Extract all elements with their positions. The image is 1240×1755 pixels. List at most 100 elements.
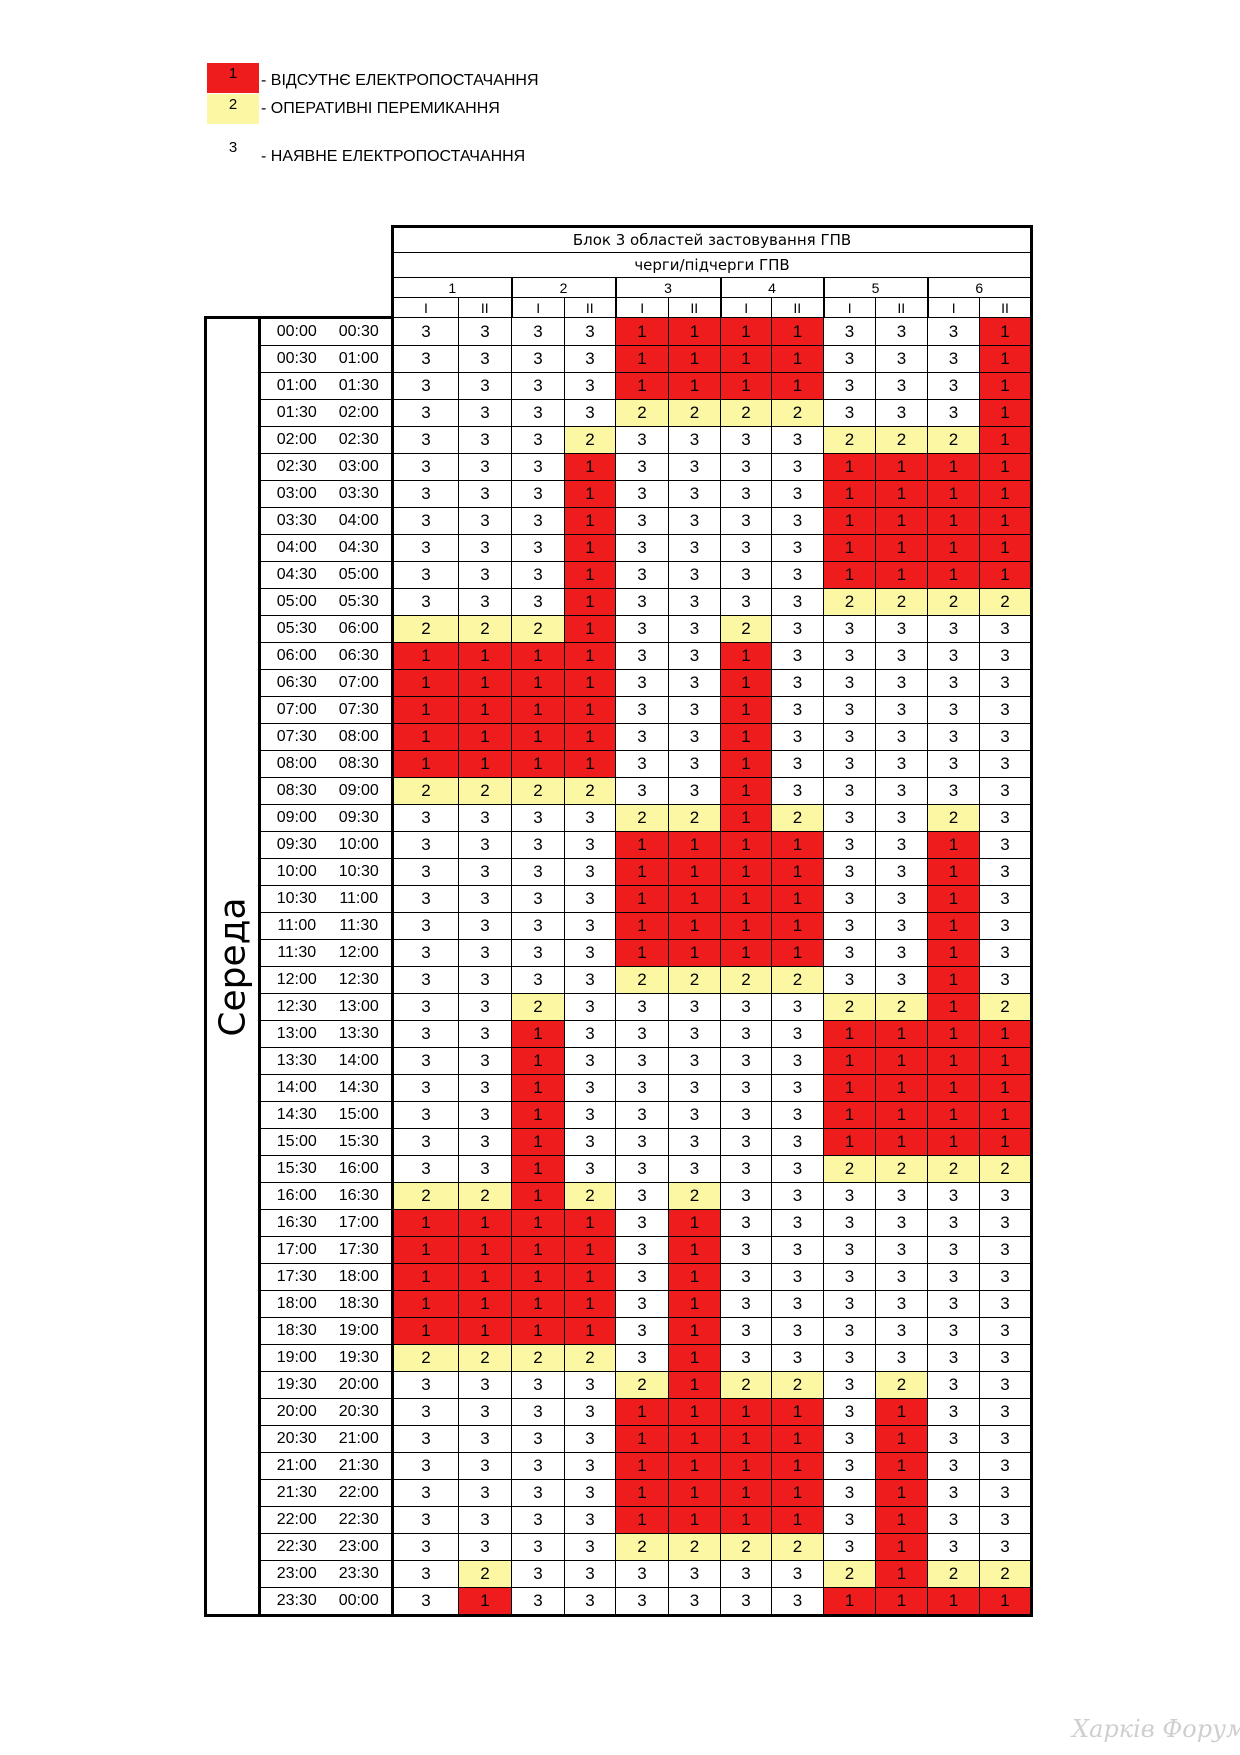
schedule-cell: 1 (720, 1452, 772, 1480)
schedule-cell: 1 (668, 1209, 721, 1237)
schedule-cell: 2 (823, 1560, 876, 1588)
schedule-cell: 3 (391, 1398, 459, 1426)
schedule-cell: 3 (927, 1479, 980, 1507)
subqueue-header-3-ii: II (668, 297, 721, 318)
time-start: 17:30 (259, 1263, 325, 1291)
time-end: 19:00 (324, 1317, 393, 1345)
schedule-cell: 3 (615, 615, 669, 643)
time-start: 21:00 (259, 1452, 325, 1480)
schedule-cell: 3 (875, 885, 928, 913)
schedule-cell: 1 (720, 912, 772, 940)
time-end: 21:00 (324, 1425, 393, 1453)
schedule-cell: 3 (720, 993, 772, 1021)
schedule-cell: 3 (458, 317, 512, 346)
schedule-cell: 3 (823, 858, 876, 886)
schedule-cell: 3 (511, 1371, 565, 1399)
schedule-cell: 1 (979, 426, 1033, 454)
schedule-cell: 1 (927, 1101, 980, 1129)
schedule-cell: 2 (511, 1344, 565, 1372)
schedule-cell: 3 (511, 317, 565, 346)
schedule-cell: 3 (391, 1155, 459, 1183)
schedule-cell: 1 (564, 723, 616, 751)
schedule-cell: 1 (511, 750, 565, 778)
schedule-cell: 3 (511, 1425, 565, 1453)
schedule-cell: 2 (927, 1155, 980, 1183)
schedule-cell: 3 (875, 1317, 928, 1345)
schedule-cell: 2 (564, 1344, 616, 1372)
table-subtitle: черги/підчерги ГПВ (391, 252, 1033, 278)
schedule-cell: 1 (927, 1587, 980, 1617)
schedule-cell: 3 (458, 1533, 512, 1561)
outage-schedule-table: Блок 3 областей застовування ГПВ черги/п… (204, 225, 1033, 1617)
schedule-cell: 3 (720, 1074, 772, 1102)
schedule-cell: 3 (668, 669, 721, 697)
schedule-cell: 3 (564, 1452, 616, 1480)
schedule-cell: 3 (458, 345, 512, 373)
schedule-cell: 3 (458, 426, 512, 454)
schedule-cell: 3 (823, 1425, 876, 1453)
time-end: 17:00 (324, 1209, 393, 1237)
schedule-cell: 3 (458, 1155, 512, 1183)
schedule-cell: 3 (823, 1506, 876, 1534)
schedule-cell: 1 (511, 1020, 565, 1048)
schedule-cell: 3 (615, 1155, 669, 1183)
time-start: 19:00 (259, 1344, 325, 1372)
schedule-cell: 3 (668, 1020, 721, 1048)
schedule-cell: 1 (511, 1290, 565, 1318)
schedule-cell: 1 (823, 1587, 876, 1617)
time-end: 18:30 (324, 1290, 393, 1318)
table-row: 06:00 06:30 1 1 1 1 3 3 1 3 3 3 3 3 (206, 642, 1033, 670)
schedule-cell: 3 (668, 1074, 721, 1102)
table-row: 03:00 03:30 3 3 3 1 3 3 3 3 1 1 1 1 (206, 480, 1033, 508)
schedule-cell: 3 (391, 345, 459, 373)
schedule-cell: 1 (875, 1074, 928, 1102)
time-end: 22:00 (324, 1479, 393, 1507)
schedule-cell: 3 (511, 588, 565, 616)
time-end: 18:00 (324, 1263, 393, 1291)
table-row: 17:30 18:00 1 1 1 1 3 1 3 3 3 3 3 3 (206, 1263, 1033, 1291)
schedule-cell: 2 (458, 615, 512, 643)
schedule-cell: 3 (720, 1020, 772, 1048)
schedule-cell: 3 (979, 696, 1033, 724)
schedule-cell: 3 (564, 831, 616, 859)
time-end: 14:00 (324, 1047, 393, 1075)
time-end: 02:00 (324, 399, 393, 427)
subqueue-header-5-ii: II (875, 297, 928, 318)
schedule-cell: 3 (615, 1317, 669, 1345)
schedule-cell: 3 (771, 1587, 824, 1617)
schedule-cell: 1 (979, 372, 1033, 400)
schedule-cell: 3 (979, 912, 1033, 940)
schedule-cell: 3 (615, 453, 669, 481)
time-end: 20:30 (324, 1398, 393, 1426)
schedule-cell: 1 (927, 993, 980, 1021)
schedule-cell: 1 (391, 1263, 459, 1291)
schedule-cell: 3 (979, 777, 1033, 805)
time-end: 11:30 (324, 912, 393, 940)
table-row: 07:00 07:30 1 1 1 1 3 3 1 3 3 3 3 3 (206, 696, 1033, 724)
schedule-cell: 1 (823, 480, 876, 508)
table-row: 08:30 09:00 2 2 2 2 3 3 1 3 3 3 3 3 (206, 777, 1033, 805)
schedule-cell: 3 (511, 426, 565, 454)
schedule-cell: 1 (564, 696, 616, 724)
schedule-cell: 3 (875, 1263, 928, 1291)
schedule-cell: 2 (668, 804, 721, 832)
schedule-cell: 1 (771, 858, 824, 886)
table-row: 05:30 06:00 2 2 2 1 3 3 2 3 3 3 3 3 (206, 615, 1033, 643)
schedule-cell: 3 (615, 426, 669, 454)
time-start: 12:30 (259, 993, 325, 1021)
schedule-cell: 3 (720, 1155, 772, 1183)
schedule-cell: 3 (511, 1533, 565, 1561)
schedule-cell: 3 (823, 1371, 876, 1399)
time-end: 19:30 (324, 1344, 393, 1372)
schedule-cell: 1 (511, 1236, 565, 1264)
schedule-cell: 3 (771, 561, 824, 589)
table-row: 01:00 01:30 3 3 3 3 1 1 1 1 3 3 3 1 (206, 372, 1033, 400)
schedule-cell: 3 (564, 993, 616, 1021)
schedule-cell: 1 (979, 1101, 1033, 1129)
schedule-cell: 3 (458, 372, 512, 400)
schedule-cell: 1 (668, 1479, 721, 1507)
schedule-cell: 3 (511, 1506, 565, 1534)
schedule-cell: 3 (458, 1101, 512, 1129)
queue-header-6: 6 (926, 277, 1033, 298)
time-start: 02:00 (259, 426, 325, 454)
